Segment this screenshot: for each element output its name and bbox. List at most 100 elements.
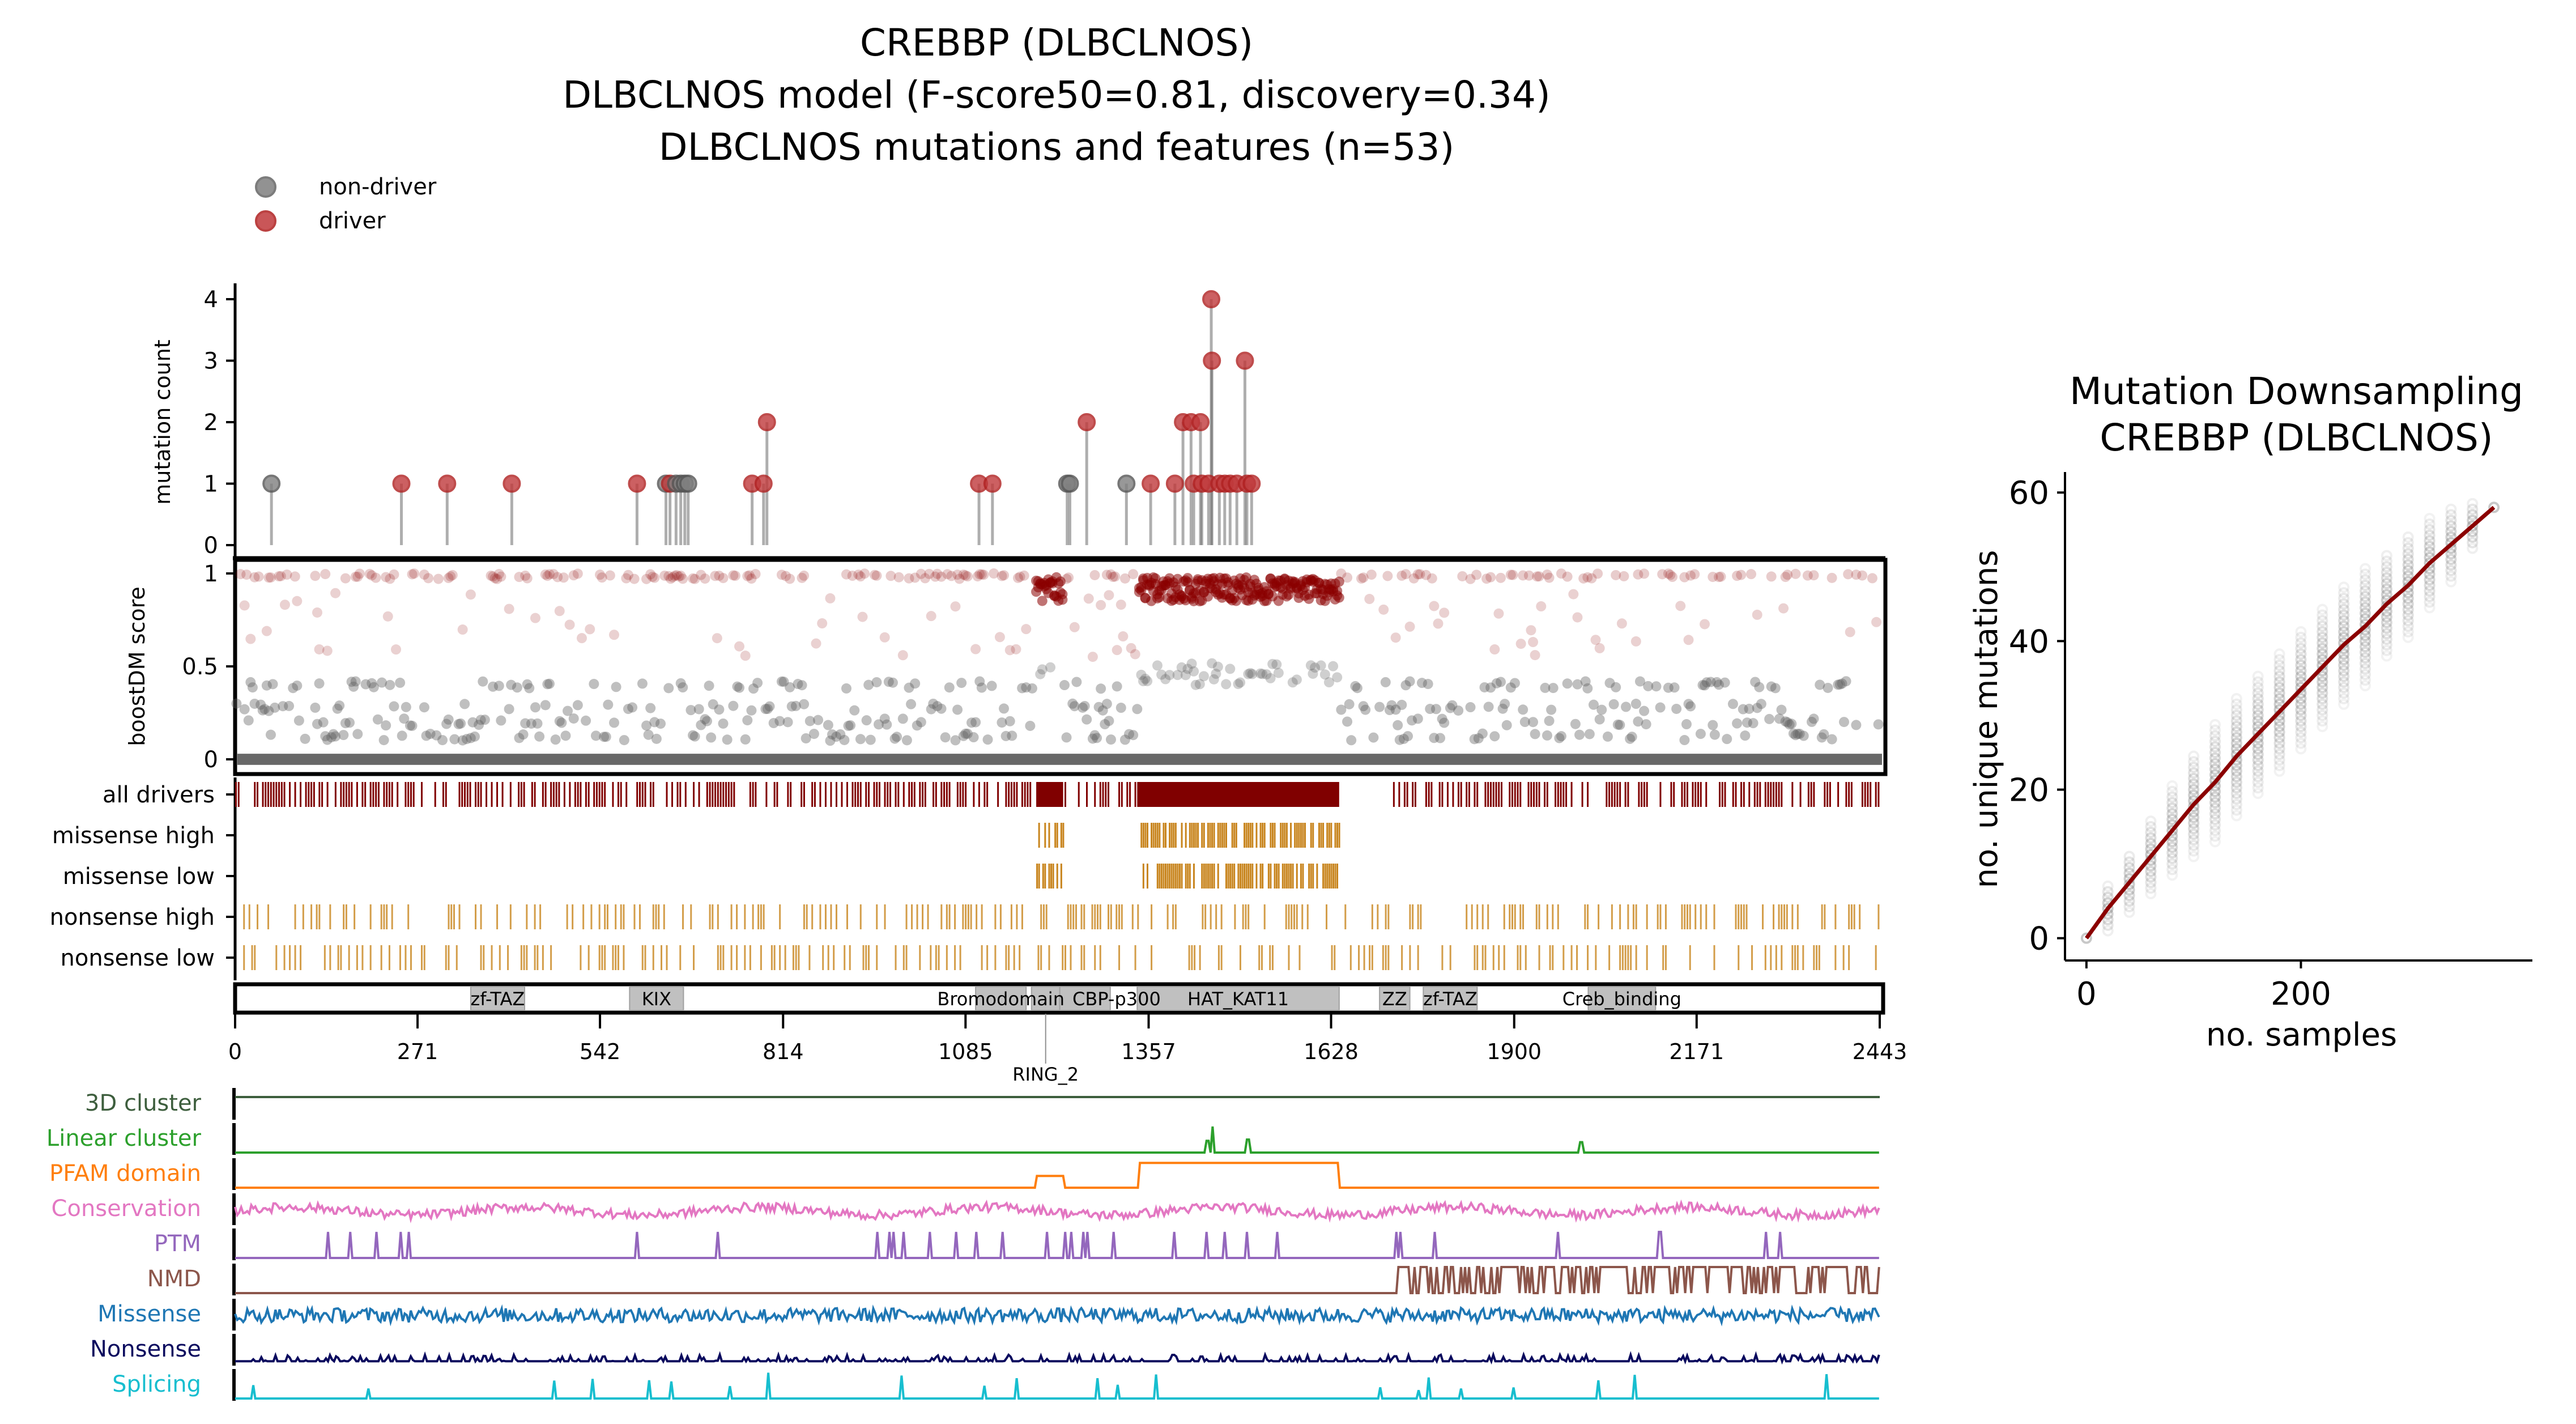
boostdm-point-non-driver [401,702,411,712]
boostdm-point-driver [1679,572,1690,583]
downsampling-point [2123,867,2135,879]
downsampling-point [2445,515,2457,526]
downsampling-point [2230,782,2242,794]
x-tick-label: 1085 [938,1039,993,1064]
boostdm-point-non-driver [1786,719,1797,729]
boostdm-point-non-driver [443,714,454,725]
boostdm-point-driver [265,572,276,583]
track-bar [334,782,337,807]
track-bar [1498,945,1500,970]
boostdm-point-non-driver [1067,698,1078,709]
track-bar [1867,782,1869,807]
boostdm-point-driver [1334,592,1344,603]
track-bar [1207,823,1209,848]
downsampling-point [2317,715,2328,727]
boostdm-point-non-driver [831,732,842,742]
downsampling-point [2230,709,2242,721]
boostdm-point-driver [1518,570,1528,581]
downsampling-point [2381,644,2392,656]
track-bar [617,945,619,970]
track-bar [1134,782,1136,807]
downsampling-point [2402,603,2414,615]
track-bar [1748,782,1751,807]
boostdm-y-tick-label: 0 [204,747,218,773]
boostdm-point-non-driver [1128,730,1139,741]
boostdm-point-driver [340,573,351,584]
boostdm-point-non-driver [611,682,621,692]
track-bar [1249,864,1251,889]
boostdm-point-non-driver [1794,729,1805,739]
track-bar [1316,864,1318,889]
track-bar [1334,864,1336,889]
track-bar [1220,904,1223,929]
boostdm-point-non-driver [1841,676,1851,687]
downsampling-point [2381,583,2392,595]
track-bar [1223,823,1225,848]
boostdm-point-non-driver [1798,730,1809,741]
boostdm-point-non-driver [1497,703,1508,714]
boostdm-point-non-driver [728,700,739,711]
boostdm-point-non-driver [696,720,706,730]
track-bar [453,904,455,929]
downsampling-x-tick-label: 200 [2271,976,2331,1013]
boostdm-point-non-driver [1079,700,1090,711]
downsampling-point [2467,537,2479,549]
track-bar [1850,904,1853,929]
track-bar [615,904,617,929]
downsampling-point [2209,741,2221,753]
boostdm-point-driver [1586,573,1597,584]
track-bar [749,782,751,807]
track-bar [1210,904,1212,929]
track-bar [1185,864,1187,889]
track-bar [1083,945,1085,970]
track-bar [1205,864,1207,889]
track-row-all-drivers [235,782,1880,807]
boostdm-point-non-driver [572,700,583,711]
title-line-mutations: DLBCLNOS mutations and features (n=53) [658,125,1455,169]
track-bar [1062,945,1064,970]
boostdm-point-non-driver [1501,720,1512,730]
downsampling-point [2273,654,2285,666]
boostdm-point-non-driver [861,715,872,726]
downsampling-point [2102,891,2114,903]
downsampling-point [2317,709,2328,721]
track-bar [690,904,692,929]
boostdm-point-driver [572,568,583,579]
track-bar [819,782,821,807]
track-bar [1519,782,1522,807]
track-bar [916,904,918,929]
boostdm-point-driver [1857,570,1868,581]
downsampling-point [2338,682,2350,694]
boostdm-point-driver [1845,627,1855,637]
boostdm-point-non-driver [778,677,789,687]
track-bar [879,782,881,807]
boostdm-point-non-driver [1025,720,1036,731]
track-bar [1743,782,1745,807]
track-bar [1468,782,1470,807]
downsampling-point [2102,886,2114,898]
track-bar [1829,782,1831,807]
track-bar [1430,782,1433,807]
track-bar [1217,823,1219,848]
boostdm-point-driver [994,632,1005,643]
boostdm-point-non-driver [478,676,488,687]
track-bar [895,782,897,807]
downsampling-point [2209,830,2221,842]
track-bar [1562,945,1565,970]
track-bar [1519,945,1522,970]
downsampling-point [2252,771,2264,783]
track-bar [1166,864,1169,889]
boostdm-point-non-driver [314,678,325,689]
boostdm-point-driver [1633,569,1643,580]
boostdm-point-driver [1611,569,1621,580]
downsampling-point [2402,587,2414,599]
downsampling-point [2145,821,2157,833]
track-bar [612,945,614,970]
track-bar [1263,823,1266,848]
boostdm-point-non-driver [1780,716,1791,727]
boostdm-point-driver [1412,569,1423,580]
boostdm-point-non-driver [1189,666,1199,677]
track-bar [1476,782,1479,807]
track-bar [1498,782,1500,807]
boostdm-point-non-driver [700,714,710,725]
